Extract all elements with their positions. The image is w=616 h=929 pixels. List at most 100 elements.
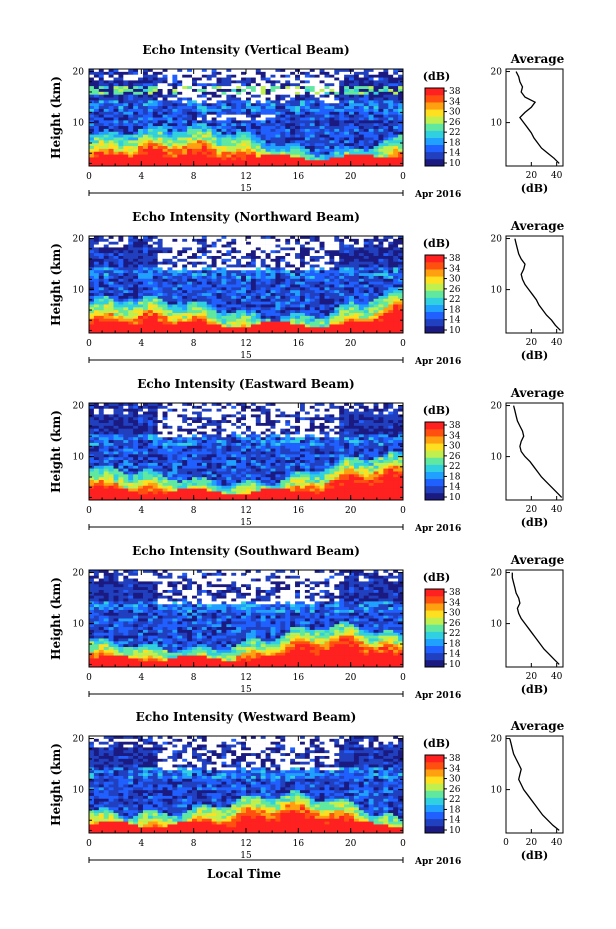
heatmap-cell <box>270 160 276 164</box>
heatmap-cell <box>152 94 158 98</box>
heatmap-cell <box>103 80 109 84</box>
heatmap-cell <box>231 91 237 95</box>
heatmap-cell <box>241 238 247 242</box>
heatmap-cell <box>123 298 129 302</box>
heatmap-cell <box>216 301 222 305</box>
heatmap-cell <box>98 238 105 242</box>
heatmap-cell <box>162 293 168 297</box>
heatmap-cell <box>147 321 154 325</box>
heatmap-cell <box>172 100 178 104</box>
heatmap-cell <box>339 131 345 135</box>
heatmap-cell <box>353 143 360 147</box>
heatmap-cell <box>98 405 105 409</box>
heatmap-cell <box>339 327 345 331</box>
heatmap-cell <box>304 163 311 166</box>
heatmap-cell <box>265 131 271 135</box>
heatmap-cell <box>378 151 384 155</box>
heatmap-cell <box>103 126 109 130</box>
heatmap-cell <box>344 250 350 254</box>
heatmap-cell <box>206 315 212 320</box>
heatmap-cell <box>250 126 257 130</box>
heatmap-cell <box>290 80 296 84</box>
heatmap-cell <box>241 304 247 308</box>
heatmap-cell <box>383 244 389 248</box>
heatmap-cell <box>304 264 311 268</box>
heatmap-cell <box>89 160 95 164</box>
heatmap-cell <box>211 114 217 118</box>
heatmap-cell <box>93 281 100 285</box>
heatmap-cell <box>152 108 158 113</box>
heatmap-cell <box>314 327 320 331</box>
heatmap-cell <box>93 445 100 449</box>
heatmap-cell <box>309 327 315 331</box>
heatmap-cell <box>344 273 350 277</box>
heatmap-cell <box>363 157 369 161</box>
heatmap-cell <box>270 244 276 248</box>
heatmap-cell <box>123 157 129 161</box>
heatmap-cell <box>118 146 124 150</box>
heatmap-cell <box>290 275 296 280</box>
heatmap-cell <box>103 255 109 260</box>
heatmap-cell <box>226 255 232 260</box>
heatmap-cell <box>236 313 242 317</box>
heatmap-cell <box>123 154 129 158</box>
heatmap-cell <box>201 74 208 78</box>
heatmap-cell <box>246 146 252 150</box>
heatmap-cell <box>152 103 158 107</box>
heatmap-cell <box>275 284 281 288</box>
heatmap-cell <box>319 114 325 118</box>
heatmap-cell <box>93 405 100 409</box>
heatmap-cell <box>241 281 247 285</box>
heatmap-cell <box>309 310 315 314</box>
heatmap-cell <box>138 465 144 469</box>
heatmap-cell <box>157 154 163 158</box>
heatmap-cell <box>241 247 247 251</box>
heatmap-cell <box>349 318 355 322</box>
heatmap-cell <box>319 258 325 262</box>
heatmap-cell <box>128 143 134 147</box>
heatmap-cell <box>201 247 208 251</box>
heatmap-cell <box>368 238 374 242</box>
heatmap-cell <box>388 154 394 158</box>
heatmap-cell <box>250 301 257 305</box>
heatmap-cell <box>133 236 139 240</box>
heatmap-cell <box>192 143 198 147</box>
heatmap-cell <box>339 128 345 133</box>
heatmap-cell <box>260 97 266 101</box>
heatmap-cell <box>147 140 154 144</box>
heatmap-cell <box>393 120 399 124</box>
heatmap-cell <box>226 151 232 155</box>
heatmap-cell <box>196 108 203 113</box>
heatmap-cell <box>147 77 154 81</box>
heatmap-cell <box>398 255 403 260</box>
heatmap-cell <box>246 330 252 333</box>
heatmap-cell <box>383 114 389 118</box>
heatmap-cell <box>138 425 144 429</box>
heatmap-cell <box>368 134 374 138</box>
heatmap-cell <box>172 253 178 257</box>
heatmap-cell <box>398 330 403 333</box>
heatmap-cell <box>93 440 100 444</box>
heatmap-cell <box>118 411 124 415</box>
heatmap-cell <box>128 425 134 429</box>
heatmap-cell <box>142 247 149 251</box>
heatmap-cell <box>378 298 384 302</box>
heatmap-cell <box>285 94 291 98</box>
heatmap-cell <box>196 258 203 262</box>
heatmap-cell <box>241 287 247 291</box>
heatmap-cell <box>216 255 222 260</box>
heatmap-cell <box>378 157 384 161</box>
heatmap-cell <box>250 128 257 133</box>
heatmap-cell <box>182 157 188 161</box>
heatmap-cell <box>334 97 340 101</box>
heatmap-cell <box>339 253 345 257</box>
heatmap-cell <box>172 134 178 138</box>
heatmap-cell <box>221 74 227 78</box>
heatmap-cell <box>241 307 247 311</box>
heatmap-cell <box>241 321 247 325</box>
heatmap-cell <box>314 310 320 314</box>
heatmap-cell <box>108 442 114 447</box>
heatmap-cell <box>147 315 154 320</box>
heatmap-cell <box>319 304 325 308</box>
heatmap-cell <box>358 236 365 240</box>
